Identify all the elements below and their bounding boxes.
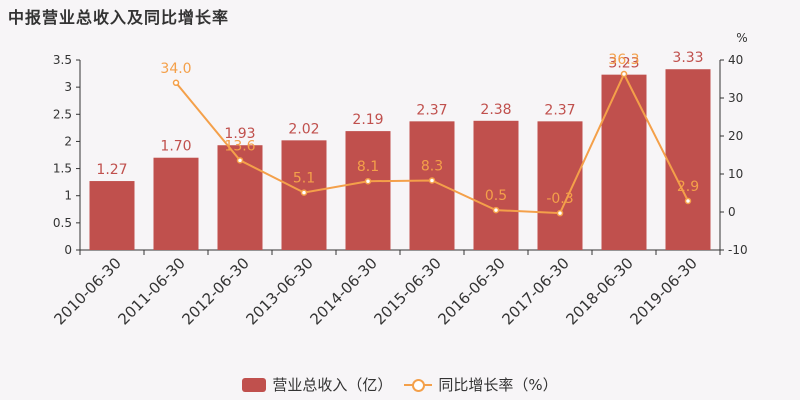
growth-point-label: 8.1 <box>357 159 379 175</box>
growth-point <box>364 177 372 185</box>
revenue-bar-label: 1.27 <box>96 162 127 178</box>
revenue-bar <box>537 121 583 250</box>
growth-point-label: 5.1 <box>293 171 315 187</box>
right-tick-label: 40 <box>728 53 743 67</box>
growth-point <box>236 157 244 164</box>
left-tick-label: 1 <box>64 189 72 203</box>
left-tick-label: 2 <box>64 134 72 148</box>
x-tick-label: 2016-06-30 <box>434 254 508 328</box>
left-tick-label: 3 <box>64 80 72 94</box>
growth-point <box>684 197 692 205</box>
revenue-bar <box>409 121 455 250</box>
revenue-bar-label: 2.37 <box>544 102 575 118</box>
right-tick-label: 20 <box>728 129 743 143</box>
left-tick-label: 0.5 <box>53 216 72 230</box>
x-tick-label: 2010-06-30 <box>50 254 124 328</box>
revenue-bar-label: 1.70 <box>160 139 191 155</box>
right-tick-label: -10 <box>728 243 748 257</box>
growth-point-label: -0.3 <box>546 191 573 207</box>
revenue-bar-label: 3.33 <box>672 50 703 66</box>
legend-item-revenue[interactable]: 营业总收入（亿） <box>242 374 392 395</box>
growth-point <box>428 177 436 184</box>
x-tick-label: 2019-06-30 <box>626 254 700 328</box>
x-tick-label: 2011-06-30 <box>114 254 188 328</box>
growth-point <box>556 209 564 217</box>
revenue-bar <box>153 157 199 250</box>
left-tick-label: 3.5 <box>53 53 72 67</box>
revenue-bar <box>601 74 647 251</box>
revenue-bar-label: 3.23 <box>608 56 639 72</box>
left-tick-label: 1.5 <box>53 162 72 176</box>
legend-line-swatch <box>404 378 433 392</box>
right-tick-label: 0 <box>728 205 736 219</box>
revenue-bar <box>473 120 519 250</box>
x-tick-label: 2017-06-30 <box>498 254 572 328</box>
chart-title: 中报营业总收入及同比增长率 <box>8 8 230 27</box>
chart-legend: 营业总收入（亿） 同比增长率（%） <box>0 374 800 395</box>
x-tick-label: 2012-06-30 <box>178 254 252 328</box>
right-tick-label: 10 <box>728 167 743 181</box>
x-tick-label: 2014-06-30 <box>306 254 380 328</box>
right-tick-label: 30 <box>728 91 743 105</box>
revenue-bar-label: 2.38 <box>480 102 511 118</box>
growth-point <box>492 206 500 214</box>
revenue-bar-label: 2.37 <box>416 102 447 118</box>
growth-point-label: 36.3 <box>608 52 639 68</box>
revenue-bar <box>665 69 711 250</box>
growth-point <box>620 70 628 78</box>
revenue-bar-label: 1.93 <box>224 126 255 142</box>
legend-growth-label: 同比增长率（%） <box>438 376 558 394</box>
legend-item-growth[interactable]: 同比增长率（%） <box>404 374 558 395</box>
growth-point-label: 34.0 <box>160 61 191 77</box>
right-axis-unit: % <box>736 31 747 45</box>
x-tick-label: 2013-06-30 <box>242 254 316 328</box>
growth-point-label: 0.5 <box>485 188 507 204</box>
growth-point <box>172 79 180 87</box>
revenue-bar <box>89 181 135 250</box>
revenue-bar-label: 2.19 <box>352 112 383 128</box>
growth-point-label: 13.6 <box>224 138 255 154</box>
growth-point-label: 8.3 <box>421 158 443 174</box>
revenue-bar-label: 2.02 <box>288 121 319 137</box>
growth-point-label: 2.9 <box>677 179 699 195</box>
legend-revenue-label: 营业总收入（亿） <box>272 376 393 394</box>
x-tick-label: 2015-06-30 <box>370 254 444 328</box>
growth-point <box>300 189 308 196</box>
x-tick-label: 2018-06-30 <box>562 254 636 328</box>
revenue-bar <box>345 131 391 250</box>
legend-bar-swatch <box>242 377 267 392</box>
left-tick-label: 0 <box>64 243 72 257</box>
left-tick-label: 2.5 <box>53 107 72 121</box>
